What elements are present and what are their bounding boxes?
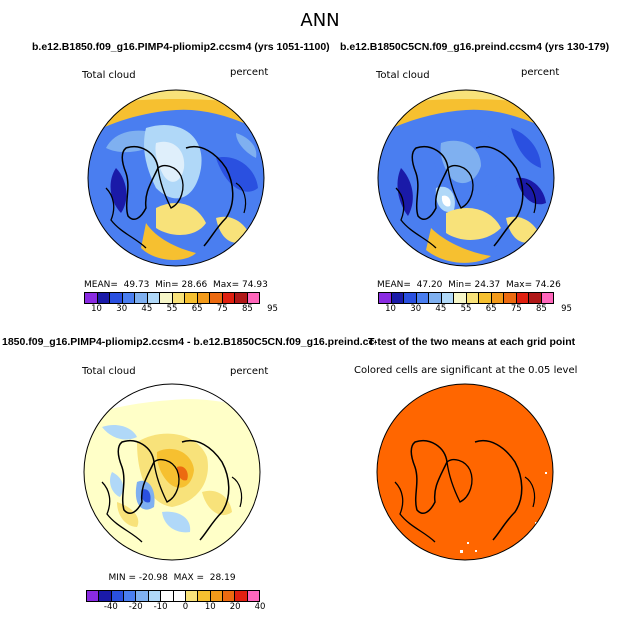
panel-3-units-label: percent	[230, 366, 269, 377]
panel-1-polar-map	[87, 89, 265, 267]
colorbar-tick-label: 85	[242, 304, 253, 314]
colorbar-tick-label: 85	[536, 304, 547, 314]
colorbar-tick-label: 30	[410, 304, 422, 314]
panel-1-units-label: percent	[230, 67, 269, 78]
colorbar-swatch	[161, 591, 174, 601]
panel-3-variable-label: Total cloud	[82, 366, 136, 377]
colorbar-swatch	[124, 591, 137, 601]
panel-4-title: T-test of the two means at each grid poi…	[368, 336, 576, 348]
colorbar-tick-label: 45	[435, 304, 447, 314]
colorbar-swatch	[122, 293, 135, 303]
colorbar-swatch	[429, 293, 442, 303]
figure-title: ANN	[300, 10, 340, 31]
colorbar-swatch	[516, 293, 529, 303]
colorbar-swatch	[222, 293, 235, 303]
colorbar-swatch	[491, 293, 504, 303]
colorbar-swatch	[222, 591, 236, 601]
colorbar-tick-label: 40	[254, 602, 266, 612]
colorbar-swatch	[160, 293, 173, 303]
colorbar-tick-label: -20	[128, 602, 143, 612]
colorbar-swatch	[198, 591, 211, 601]
colorbar-swatch	[479, 293, 492, 303]
colorbar-swatch	[173, 591, 186, 601]
colorbar-swatch	[136, 591, 149, 601]
colorbar-swatch	[247, 293, 259, 303]
colorbar-tick-label: 65	[191, 304, 203, 314]
colorbar-swatch	[404, 293, 417, 303]
panel-3-stats: MIN = -20.98 MAX = 28.19	[108, 573, 236, 583]
colorbar-swatch	[416, 293, 429, 303]
colorbar-swatch	[541, 293, 553, 303]
panel-2-polar-map	[377, 89, 555, 267]
colorbar-tick-label: 95	[267, 304, 278, 314]
panel-2-units-label: percent	[521, 67, 560, 78]
colorbar-swatch	[529, 293, 542, 303]
colorbar-swatch	[235, 293, 248, 303]
colorbar-swatch	[441, 293, 454, 303]
colorbar-tick-label: -10	[153, 602, 168, 612]
colorbar-tick-label: 65	[485, 304, 497, 314]
colorbar-tick-label: 10	[385, 304, 396, 314]
colorbar-swatch	[99, 591, 112, 601]
colorbar-swatch	[454, 293, 467, 303]
colorbar-swatch	[197, 293, 210, 303]
colorbar-tick-label: -40	[103, 602, 118, 612]
panel-2-variable-label: Total cloud	[376, 70, 430, 81]
colorbar-swatch	[97, 293, 110, 303]
panel-1-stats: MEAN= 49.73 Min= 28.66 Max= 74.93	[84, 280, 268, 290]
colorbar-tick-label: 55	[460, 304, 472, 314]
panel-1-colorbar: 10 30 45 55 65 75 85 95	[84, 292, 278, 314]
colorbar-swatch	[391, 293, 404, 303]
colorbar-tick-label: 10	[204, 602, 216, 612]
colorbar-tick-label: 20	[229, 602, 241, 612]
colorbar-swatch	[210, 591, 223, 601]
colorbar-swatch	[135, 293, 148, 303]
colorbar-swatch	[379, 293, 392, 303]
colorbar-swatch	[466, 293, 479, 303]
colorbar-swatch	[185, 293, 198, 303]
colorbar-swatch	[85, 293, 98, 303]
colorbar-swatch	[172, 293, 185, 303]
colorbar-swatch	[110, 293, 123, 303]
colorbar-swatch	[111, 591, 125, 601]
colorbar-swatch	[185, 591, 199, 601]
panel-1-variable-label: Total cloud	[82, 70, 136, 81]
colorbar-tick-label: 45	[141, 304, 153, 314]
colorbar-swatch	[247, 591, 260, 601]
panel-3-title: 1850.f09_g16.PIMP4-pliomip2.ccsm4 - b.e1…	[2, 336, 376, 348]
panel-3-colorbar: -40 -20 -10 0 10 20 40	[86, 590, 265, 612]
colorbar-tick-label: 95	[561, 304, 572, 314]
colorbar-swatch	[210, 293, 223, 303]
colorbar-swatch	[147, 293, 160, 303]
colorbar-tick-label: 10	[91, 304, 102, 314]
colorbar-tick-label: 75	[510, 304, 522, 314]
colorbar-tick-label: 75	[216, 304, 228, 314]
panel-3-polar-map	[83, 383, 261, 561]
colorbar-swatch	[504, 293, 517, 303]
colorbar-swatch	[148, 591, 162, 601]
colorbar-tick-label: 0	[182, 602, 189, 612]
colorbar-tick-label: 30	[116, 304, 128, 314]
panel-2-stats: MEAN= 47.20 Min= 24.37 Max= 74.26	[377, 280, 561, 290]
colorbar-tick-label: 55	[166, 304, 178, 314]
panel-2-colorbar: 10 30 45 55 65 75 85 95	[378, 292, 572, 314]
panel-1-title: b.e12.B1850.f09_g16.PIMP4-pliomip2.ccsm4…	[32, 41, 330, 53]
colorbar-swatch	[235, 591, 248, 601]
panel-2-title: b.e12.B1850C5CN.f09_g16.preind.ccsm4 (yr…	[340, 41, 610, 53]
colorbar-swatch	[87, 591, 100, 601]
panel-4-subtitle: Colored cells are significant at the 0.0…	[354, 365, 578, 376]
panel-4-significance-map	[376, 383, 554, 561]
